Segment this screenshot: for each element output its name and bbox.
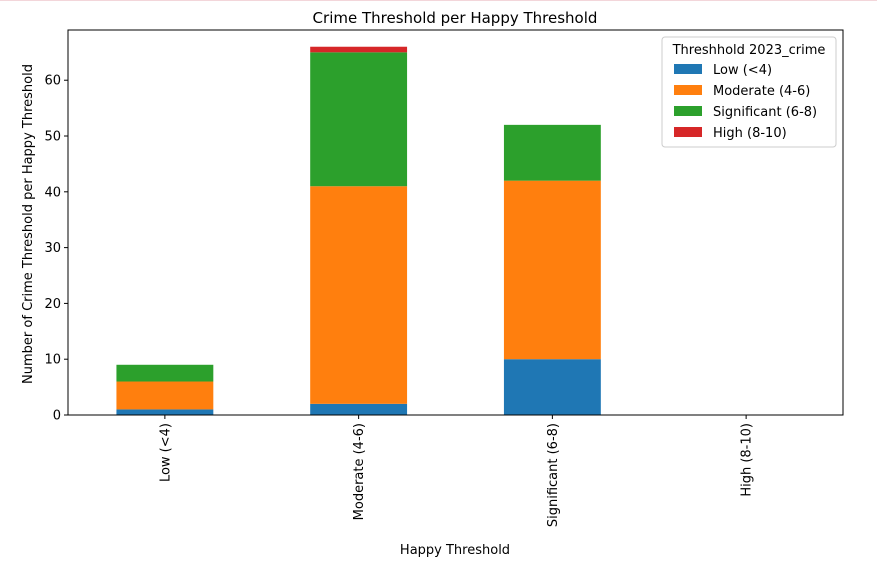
y-tick-label: 20 [44, 297, 61, 312]
x-axis-title: Happy Threshold [400, 543, 510, 558]
chart-title: Crime Threshold per Happy Threshold [313, 9, 598, 27]
legend-box [661, 36, 837, 148]
y-axis-title: Number of Crime Threshold per Happy Thre… [21, 64, 36, 384]
y-axis: 0 10 20 30 40 50 60 [44, 74, 68, 424]
x-tick-label: Low (<4) [158, 423, 173, 482]
bar-significant-6-8-significant-6-8 [503, 124, 601, 181]
bars-layer [116, 46, 601, 415]
legend-swatch-moderate-4-6 [674, 85, 702, 95]
bar-moderate-4-6-high-8-10 [310, 46, 408, 53]
x-axis: Low (<4) Moderate (4-6) Significant (6-8) H… [158, 415, 755, 527]
top-border-line [0, 0, 877, 1]
legend-label-significant-6-8: Significant (6-8) [713, 105, 817, 120]
y-tick-label: 10 [44, 353, 61, 368]
legend-swatch-high-8-10 [674, 127, 702, 137]
bar-low-4-moderate-4-6 [116, 381, 214, 410]
x-tick-label: Significant (6-8) [546, 423, 561, 527]
y-tick-label: 0 [53, 409, 61, 424]
legend-label-high-8-10: High (8-10) [713, 126, 787, 141]
legend-swatch-significant-6-8 [674, 106, 702, 116]
legend-label-moderate-4-6: Moderate (4-6) [713, 84, 810, 99]
y-tick-label: 40 [44, 185, 61, 200]
plot-area-frame [67, 29, 844, 416]
bar-significant-6-8-moderate-4-6 [503, 180, 601, 360]
y-tick-label: 30 [44, 241, 61, 256]
legend-entries: Low (<4) Moderate (4-6) Significant (6-8) H… [674, 63, 817, 141]
bar-low-4-low-4 [116, 409, 214, 415]
bar-moderate-4-6-significant-6-8 [310, 52, 408, 187]
y-tick-label: 60 [44, 74, 61, 89]
bar-significant-6-8-low-4 [503, 359, 601, 415]
bar-moderate-4-6-low-4 [310, 403, 408, 415]
x-tick-label: High (8-10) [740, 423, 755, 497]
x-tick-label: Moderate (4-6) [352, 423, 367, 520]
y-tick-label: 50 [44, 130, 61, 145]
legend-swatch-low-4 [674, 64, 702, 74]
legend-title: Threshhold 2023_crime [672, 43, 826, 58]
legend: Threshhold 2023_crime Low (<4) Moderate (… [661, 36, 837, 148]
legend-label-low-4: Low (<4) [713, 63, 772, 78]
bar-low-4-significant-6-8 [116, 364, 214, 382]
bar-moderate-4-6-moderate-4-6 [310, 186, 408, 404]
